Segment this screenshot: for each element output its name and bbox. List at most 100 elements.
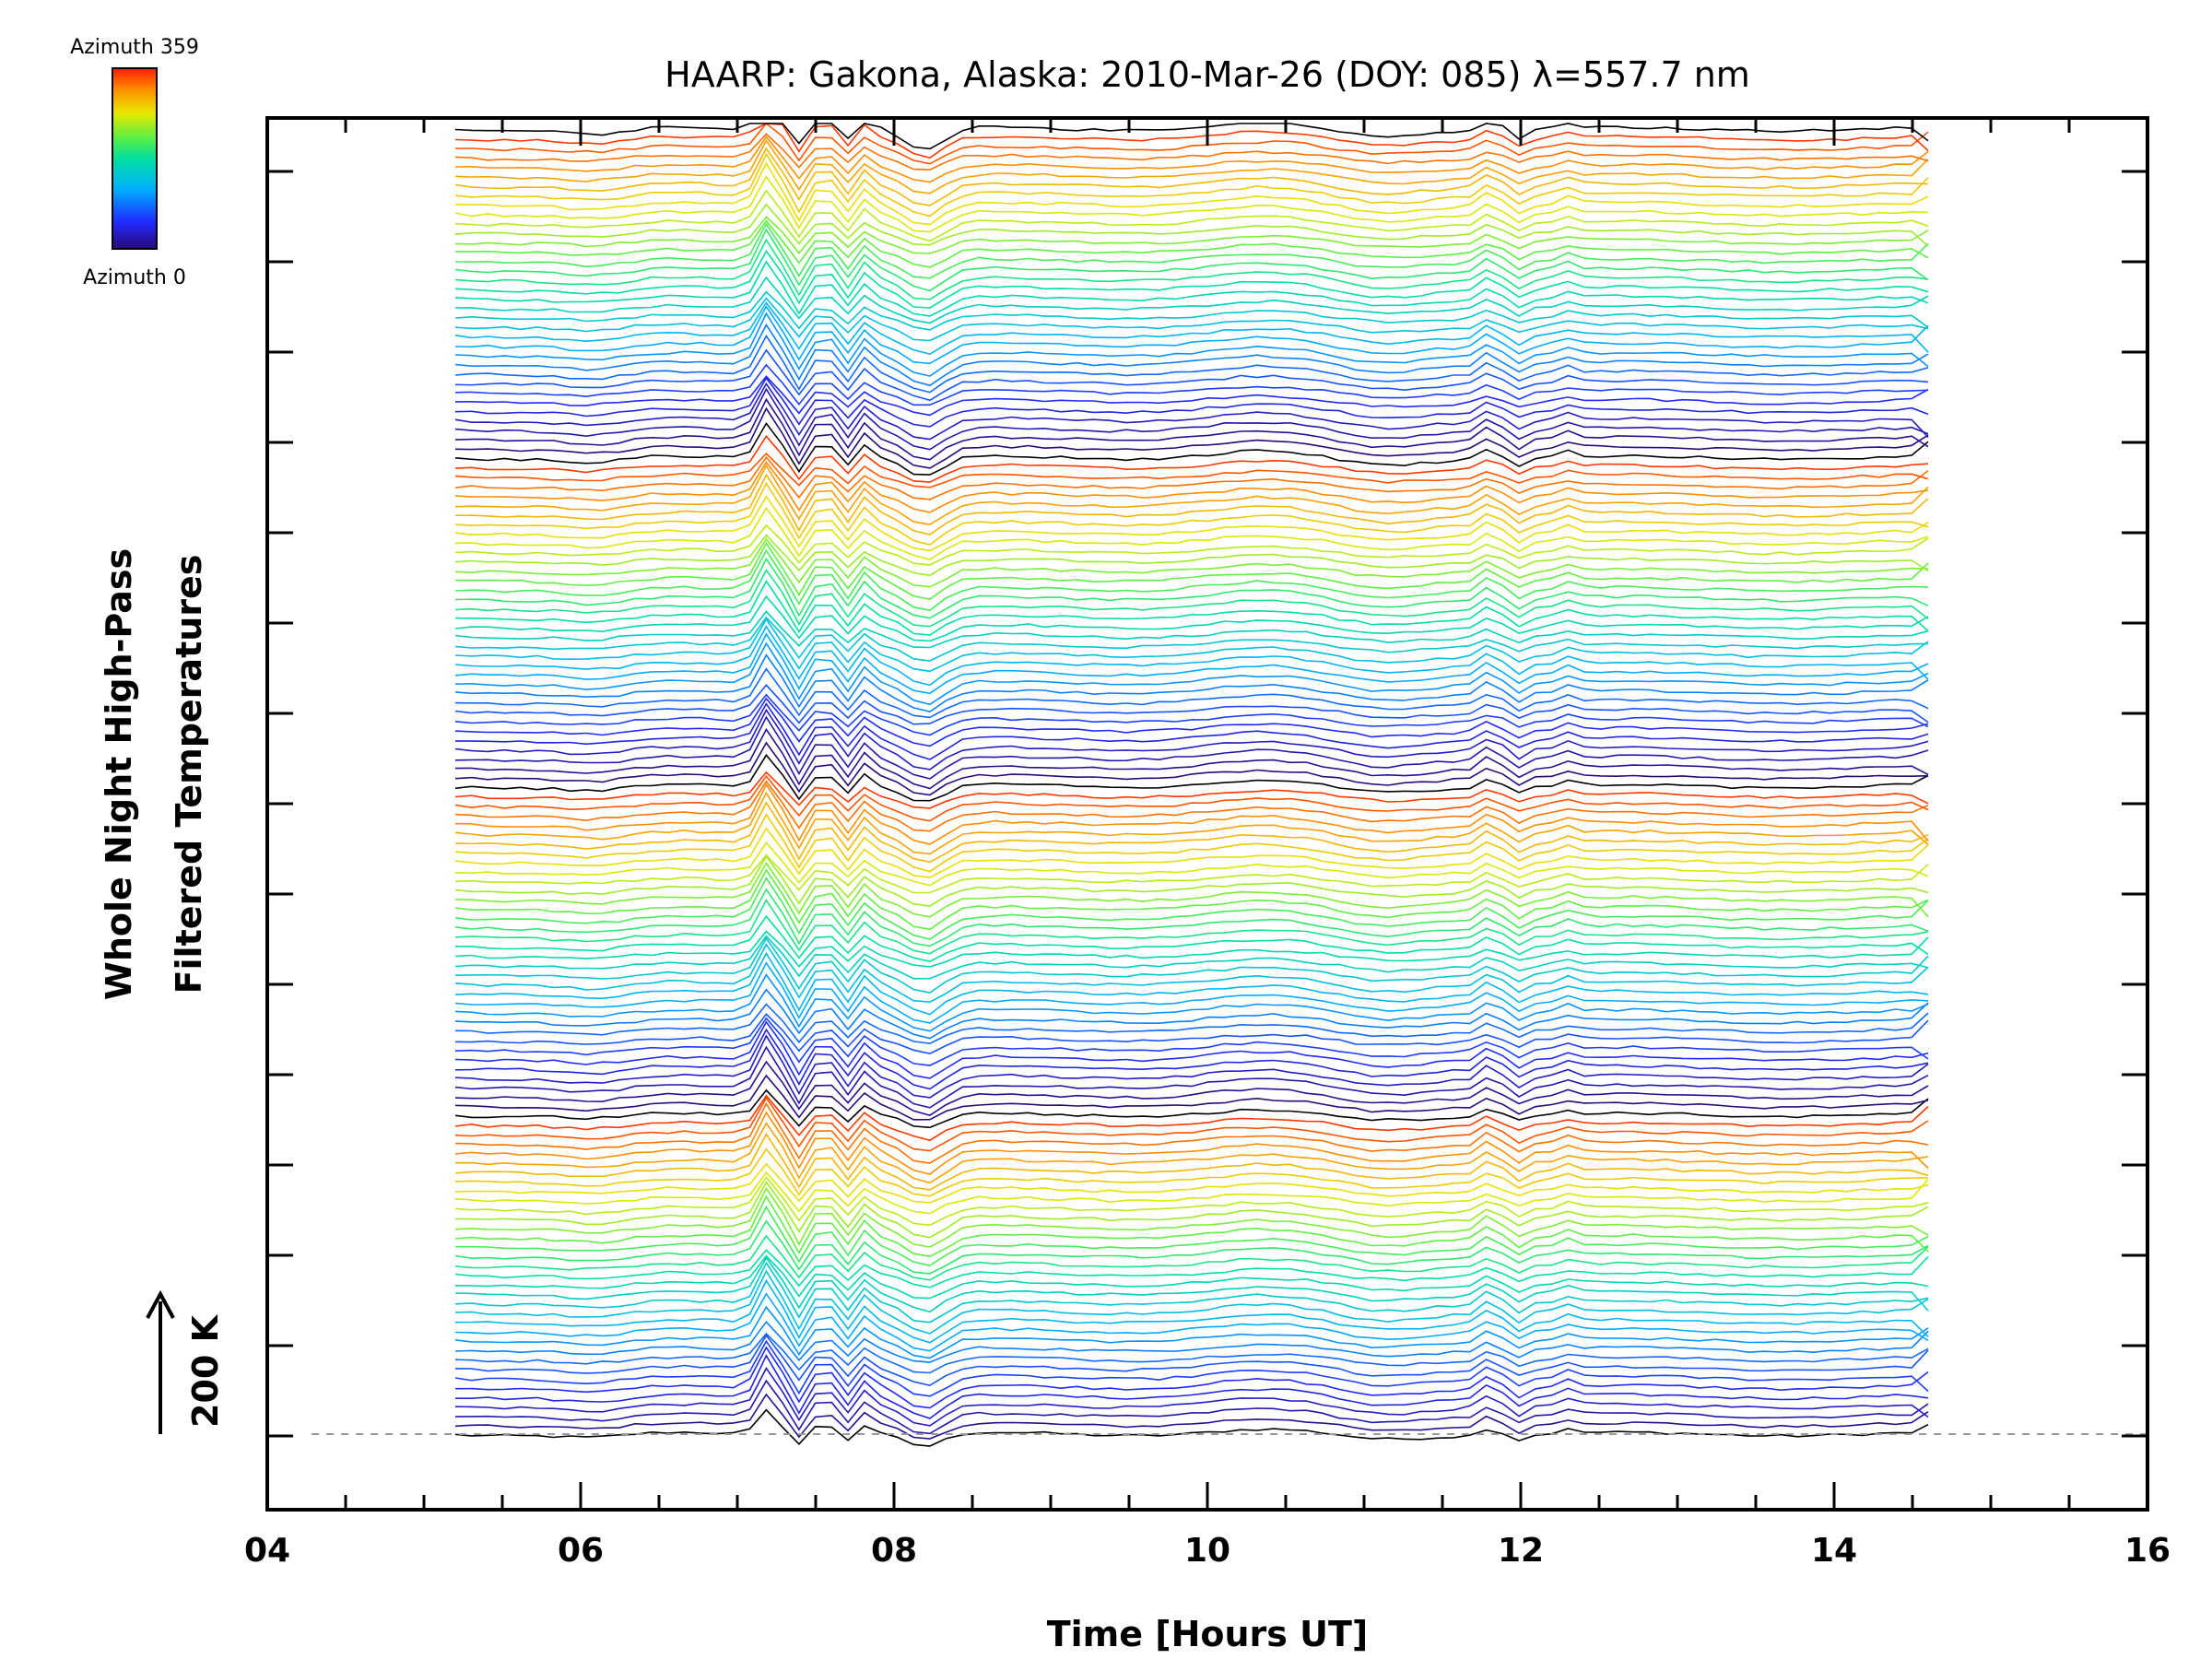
series-line	[454, 290, 1929, 331]
series-line	[454, 854, 1929, 907]
x-tick-label: 06	[558, 1532, 604, 1570]
series-line	[454, 1088, 1929, 1129]
series-line	[454, 238, 1929, 300]
y-axis-label-line-1: Whole Night High-Pass	[99, 548, 139, 1000]
series-line	[454, 1074, 1929, 1121]
series-line	[454, 495, 1929, 552]
series-line	[454, 684, 1929, 725]
series-line	[454, 708, 1929, 771]
x-tick-labels: 04 06 08 10 12 14 16	[244, 1532, 2171, 1570]
series-line	[454, 1256, 1929, 1313]
colorbar-min-label: Azimuth 0	[83, 266, 186, 289]
series-line	[454, 481, 1929, 546]
y-axis-label-line-2: Filtered Temperatures	[169, 555, 209, 994]
series-line	[454, 667, 1929, 719]
series-line	[454, 899, 1929, 955]
x-tick-label: 04	[244, 1532, 290, 1570]
series-line	[454, 813, 1929, 873]
series-line	[454, 222, 1929, 279]
series-line	[454, 203, 1929, 247]
series-line	[454, 557, 1929, 619]
series-line	[454, 715, 1929, 780]
series-line	[454, 1034, 1929, 1099]
series-line	[454, 774, 1929, 822]
series-line	[454, 616, 1929, 662]
series-line	[454, 594, 1929, 642]
series-line	[454, 568, 1929, 628]
series-line	[455, 122, 1929, 165]
series-line	[454, 276, 1929, 324]
series-line	[454, 1171, 1929, 1215]
series-line	[454, 455, 1929, 500]
series-line	[454, 301, 1929, 356]
series-line	[454, 139, 1929, 194]
series-line	[454, 936, 1929, 994]
series-line	[454, 888, 1929, 947]
series-line	[454, 1320, 1929, 1363]
scale-arrow-icon	[146, 1289, 175, 1434]
series-line	[454, 1122, 1929, 1184]
series-line	[455, 702, 1929, 760]
series-line	[454, 801, 1929, 864]
series-line	[454, 1132, 1929, 1191]
scale-label: 200 K	[185, 1313, 226, 1428]
series-line	[454, 1278, 1929, 1344]
series-line	[454, 1096, 1929, 1152]
series-line	[454, 1147, 1929, 1197]
series-line	[454, 376, 1929, 428]
colorbar-max-label: Azimuth 359	[70, 36, 199, 59]
x-axis-label: Time [Hours UT]	[1047, 1614, 1369, 1654]
chart-title: HAARP: Gakona, Alaska: 2010-Mar-26 (DOY:…	[665, 54, 1750, 95]
series-line	[454, 579, 1929, 636]
series-line	[454, 1234, 1929, 1281]
series-line	[454, 323, 1929, 387]
x-tick-label: 08	[871, 1532, 917, 1570]
series-line	[454, 693, 1929, 736]
series-line	[454, 175, 1929, 233]
series-line	[454, 1219, 1929, 1275]
series-line	[454, 133, 1929, 171]
series-line	[454, 641, 1929, 706]
series-line	[454, 782, 1929, 845]
ticks-group	[265, 118, 2149, 1510]
series-line	[454, 534, 1929, 577]
series-line	[454, 625, 1929, 687]
series-line	[454, 1339, 1929, 1397]
series-line	[454, 1181, 1929, 1239]
series-line	[454, 406, 1929, 469]
series-line	[454, 135, 1929, 183]
colorbar	[112, 67, 158, 250]
series-group	[454, 122, 1929, 1447]
series-line	[454, 297, 1929, 342]
series-line	[454, 988, 1929, 1040]
series-line	[454, 375, 1929, 417]
series-line	[454, 1332, 1929, 1374]
series-line	[454, 1194, 1929, 1258]
series-line	[454, 951, 1929, 1016]
series-line	[454, 123, 1929, 159]
series-line	[454, 334, 1929, 394]
series-line	[454, 1013, 1929, 1055]
series-line	[454, 541, 1929, 600]
series-line	[454, 753, 1929, 802]
series-line	[454, 228, 1929, 292]
x-tick-label: 10	[1184, 1532, 1230, 1570]
series-line	[454, 1393, 1929, 1440]
series-line	[454, 1305, 1929, 1359]
series-line	[454, 161, 1929, 226]
series-line	[454, 452, 1929, 488]
series-line	[454, 868, 1929, 931]
series-line	[454, 827, 1929, 878]
series-line	[454, 387, 1929, 451]
series-line	[454, 1111, 1929, 1175]
x-tick-label: 14	[1811, 1532, 1857, 1570]
series-line	[454, 841, 1929, 887]
series-line	[454, 610, 1929, 649]
series-line	[454, 697, 1929, 747]
series-line	[454, 618, 1929, 673]
series-line	[454, 548, 1929, 611]
series-line	[454, 1261, 1929, 1324]
x-tick-label: 16	[2124, 1532, 2171, 1570]
series-line	[454, 1334, 1929, 1387]
series-line	[454, 537, 1929, 588]
